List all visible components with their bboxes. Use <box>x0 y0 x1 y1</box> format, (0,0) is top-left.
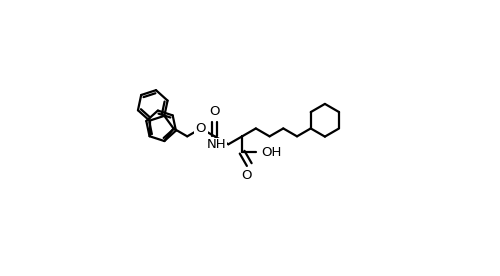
Text: NH: NH <box>206 138 226 151</box>
Text: O: O <box>242 169 252 182</box>
Text: O: O <box>210 105 220 118</box>
Text: O: O <box>196 122 206 135</box>
Text: OH: OH <box>262 146 281 159</box>
